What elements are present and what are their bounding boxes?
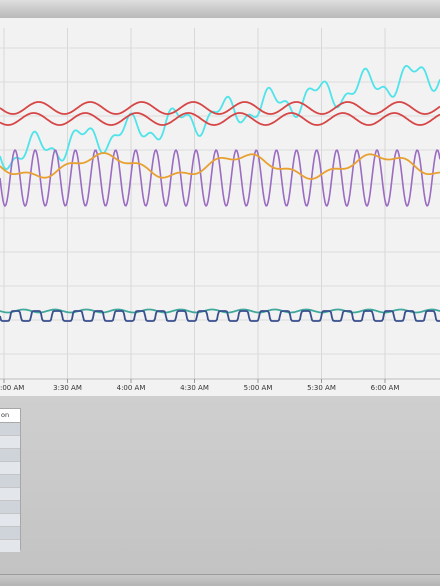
title-bar <box>0 0 440 19</box>
table-row[interactable] <box>0 488 20 501</box>
series-line <box>0 310 440 322</box>
chart-panel: :00 AM 3:30 AM 4:00 AM 4:30 AM 5:00 AM 5:30 A… <box>0 18 440 396</box>
x-tick-label: 3:30 AM <box>53 384 82 392</box>
table-row[interactable] <box>0 423 20 436</box>
table-row[interactable] <box>0 449 20 462</box>
table-row[interactable] <box>0 527 20 540</box>
table-row[interactable] <box>0 436 20 449</box>
series-line <box>0 65 440 170</box>
series-layer <box>0 65 440 322</box>
table-row[interactable] <box>0 462 20 475</box>
x-tick-label: 4:30 AM <box>180 384 209 392</box>
series-line <box>0 152 440 180</box>
grid-lines <box>0 28 440 379</box>
table-row[interactable] <box>0 514 20 527</box>
x-tick-label: 5:30 AM <box>307 384 336 392</box>
status-bar <box>0 574 440 586</box>
trend-chart: :00 AM 3:30 AM 4:00 AM 4:30 AM 5:00 AM 5:30 A… <box>0 28 440 392</box>
x-tick-label: 4:00 AM <box>117 384 146 392</box>
table-row[interactable] <box>0 540 20 553</box>
data-table-panel: on <box>0 396 440 574</box>
table-row[interactable] <box>0 475 20 488</box>
data-table: on <box>0 408 21 553</box>
series-line <box>0 149 440 207</box>
table-row[interactable] <box>0 501 20 514</box>
series-line <box>0 112 440 126</box>
x-tick-label: 6:00 AM <box>371 384 400 392</box>
table-header[interactable]: on <box>0 409 20 423</box>
x-axis-ticks: :00 AM 3:30 AM 4:00 AM 4:30 AM 5:00 AM 5:30 A… <box>0 379 399 392</box>
x-tick-label: 5:00 AM <box>244 384 273 392</box>
series-line <box>0 101 440 115</box>
x-tick-label: :00 AM <box>0 384 24 392</box>
